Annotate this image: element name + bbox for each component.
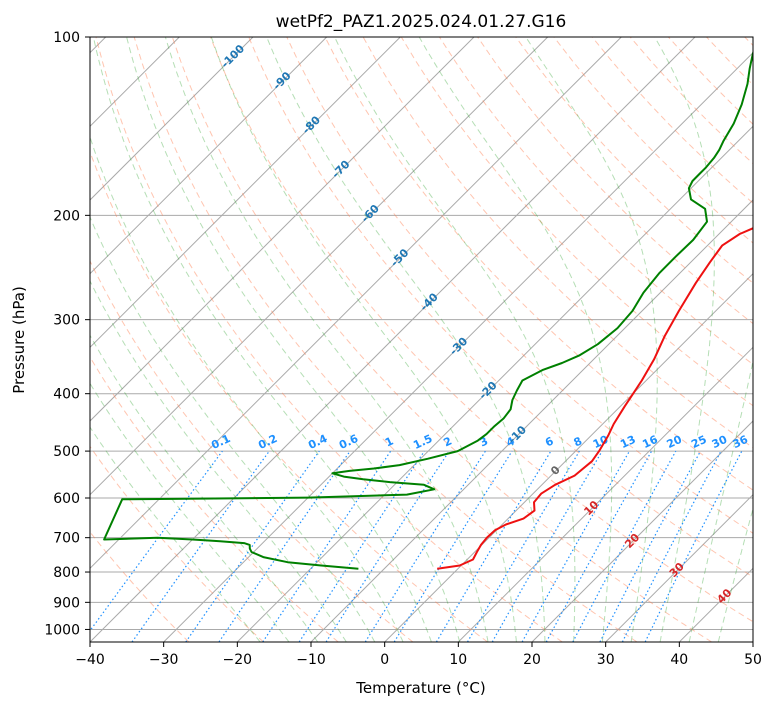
dry-adiabat (515, 37, 753, 284)
plot-frame (89, 36, 754, 643)
dry-adiabat (286, 37, 753, 534)
x-tick-label: 0 (380, 652, 389, 668)
x-tick-label: −10 (296, 652, 326, 668)
isotherm-line (163, 51, 753, 642)
dry-adiabat (90, 259, 414, 642)
mixing-ratio-label: 36 (731, 433, 751, 451)
mixing-ratio-label: 20 (665, 433, 685, 451)
moist-adiabat (90, 135, 404, 642)
mixing-ratio-line (572, 450, 677, 642)
dewpoint-profile (103, 49, 753, 570)
moist-adiabat (334, 37, 576, 642)
mixing-ratio-line (325, 450, 450, 642)
mixing-ratio-line (90, 450, 223, 632)
x-tick-label: 30 (597, 652, 615, 668)
moist-adiabat (164, 37, 489, 642)
isotherm-line (457, 346, 753, 642)
moist-adiabat (90, 215, 376, 642)
mixing-ratio-line (131, 450, 270, 642)
isotherm-line (90, 37, 328, 275)
dry-adiabat (90, 356, 339, 642)
mixing-ratio-label: 13 (618, 433, 637, 451)
y-axis-title: Pressure (hPa) (10, 286, 28, 394)
x-tick-label: 50 (744, 652, 762, 668)
mixing-ratio-line (218, 450, 351, 642)
isotherm-line (90, 37, 696, 642)
mixing-ratio-label: 30 (710, 433, 730, 451)
dry-adiabat (324, 37, 753, 491)
x-tick-label: −20 (223, 652, 253, 668)
y-tick-label: 400 (53, 387, 80, 403)
mixing-ratio-label: 10 (591, 433, 611, 451)
dry-adiabat (248, 37, 753, 578)
y-tick-label: 900 (53, 595, 80, 611)
moist-adiabat (210, 37, 517, 642)
moist-adiabat (418, 37, 613, 642)
isotherm-line (310, 199, 753, 642)
mixing-ratio-line (644, 450, 743, 642)
temperature-profile (437, 227, 753, 570)
isotherm-line (236, 125, 753, 642)
mixing-ratio-line (393, 450, 513, 642)
dry-adiabat (90, 445, 264, 642)
x-tick-label: −30 (149, 652, 179, 668)
mixing-ratio-line (545, 450, 653, 642)
isotherm-line (90, 37, 622, 570)
y-tick-label: 100 (53, 30, 80, 46)
moist-adiabat (92, 37, 432, 642)
x-tick-label: 20 (523, 652, 541, 668)
moist-adiabat (90, 382, 290, 642)
chart-title: wetPf2_PAZ1.2025.024.01.27.G16 (276, 12, 567, 32)
dry-adiabat (171, 37, 712, 642)
mixing-ratio-line (185, 450, 320, 642)
x-tick-label: −40 (75, 652, 105, 668)
moist-adiabat (654, 37, 715, 642)
isotherm-line (90, 37, 475, 422)
isotherm-line (531, 420, 753, 642)
mixing-ratio-line (262, 450, 392, 642)
moist-adiabat (126, 37, 461, 642)
x-tick-label: 10 (449, 652, 467, 668)
moist-adiabat (90, 334, 319, 642)
moist-adiabat (525, 37, 658, 642)
y-tick-label: 200 (53, 208, 80, 224)
moist-adiabat (717, 506, 753, 642)
y-tick-label: 800 (53, 565, 80, 581)
y-tick-label: 600 (53, 491, 80, 507)
dry-adiabat (95, 37, 563, 642)
y-tick-label: 1000 (44, 622, 80, 638)
x-axis-title: Temperature (°C) (355, 679, 485, 697)
mixing-ratio-line (521, 450, 631, 642)
y-tick-label: 500 (53, 444, 80, 460)
x-tick-label: 40 (670, 652, 688, 668)
isotherm-line (605, 493, 753, 642)
mixing-ratio-label: 25 (689, 433, 708, 451)
isotherm-line (90, 37, 401, 349)
moist-adiabat (266, 37, 546, 642)
y-tick-label: 300 (53, 313, 80, 329)
moist-adiabat (688, 358, 753, 642)
isotherm-line (90, 37, 254, 201)
dry-adiabat (133, 37, 638, 642)
dry-adiabat (210, 37, 753, 623)
isotherm-line (90, 37, 549, 496)
moist-adiabat (90, 426, 261, 642)
isotherm-line (384, 272, 753, 642)
y-tick-label: 700 (53, 531, 80, 547)
mixing-ratio-label: 16 (640, 433, 660, 451)
